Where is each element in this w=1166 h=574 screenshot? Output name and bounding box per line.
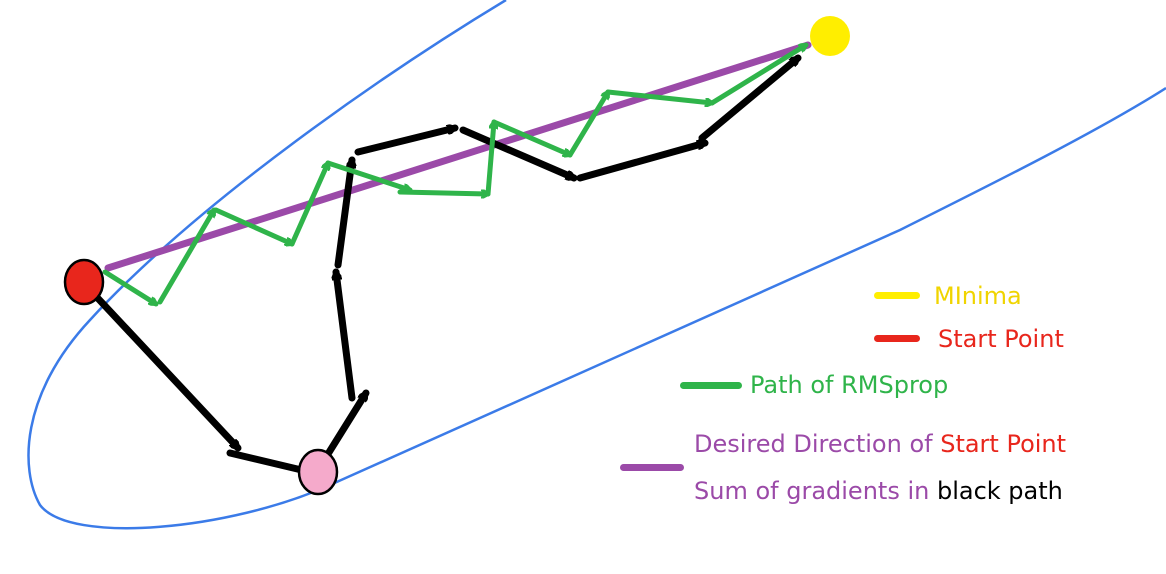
black-segment-5 [334,156,352,269]
legend-desired-label: Desired Direction of Start Point [694,430,1066,458]
start-point-marker [63,258,105,306]
black-gradient-path [88,54,802,476]
rmsprop-segment-5 [325,160,413,190]
rmsprop-segment-8 [491,119,573,155]
rmsprop-segment-9 [567,89,611,158]
rmsprop-segment-11 [709,42,809,106]
legend-minima-swatch [874,292,920,299]
legend-desired-suffix: Start Point [940,430,1067,458]
rmsprop-path [102,42,809,307]
black-segment-1 [88,288,242,452]
black-segment-2 [226,449,314,476]
black-segment-8 [576,143,709,182]
rmsprop-segment-7 [485,119,494,197]
desired-direction-line [104,41,812,272]
rmsprop-segment-4 [289,160,328,247]
legend-desired-prefix: Desired Direction of [694,430,941,458]
rmsprop-segment-3 [213,207,295,244]
legend-rmsprop-swatch [680,382,742,389]
minima-marker [810,16,850,56]
legend-rmsprop-label: Path of RMSprop [750,371,949,399]
black-segment-7 [459,126,578,182]
black-segment-4 [336,268,356,402]
legend-start-label: Start Point [938,325,1064,353]
legend-sum-prefix: Sum of gradients in [694,477,937,505]
legend-minima-label: MInima [934,282,1022,310]
black-segment-9 [698,54,802,142]
legend-desired-swatch [620,464,684,471]
rmsprop-segment-6 [397,192,491,194]
rmsprop-segment-10 [605,89,715,103]
contour-boundary [27,0,1166,530]
black-segment-6 [354,128,459,156]
legend-sum-label: Sum of gradients in black path [694,477,1063,505]
legend-sum-suffix: black path [936,477,1063,505]
rmsprop-segment-1 [102,269,159,307]
rmsprop-segment-2 [157,207,217,305]
intermediate-point-marker [297,448,339,496]
legend-start-swatch [874,335,920,342]
